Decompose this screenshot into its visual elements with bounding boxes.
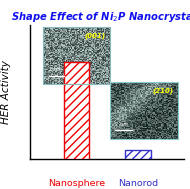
Bar [125,150,151,159]
Text: Nanosphere: Nanosphere [48,179,105,188]
Text: Nanorod: Nanorod [118,179,158,188]
Text: HER Activity: HER Activity [1,60,11,124]
Text: 2 nm: 2 nm [49,67,63,72]
Text: (001): (001) [85,33,106,39]
Title: Shape Effect of Ni$_2$P Nanocrystals: Shape Effect of Ni$_2$P Nanocrystals [11,10,190,24]
Bar [43,27,110,84]
Text: (210): (210) [152,88,173,94]
Bar [110,82,178,139]
Text: 2 nm: 2 nm [115,122,129,127]
Bar [64,62,89,159]
